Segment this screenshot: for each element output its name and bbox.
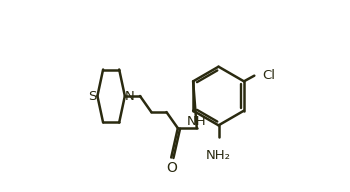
Text: NH: NH [187,115,206,128]
Text: N: N [125,89,134,103]
Text: NH₂: NH₂ [206,149,231,162]
Text: S: S [88,89,96,103]
Text: Cl: Cl [262,69,275,82]
Text: O: O [166,161,177,175]
